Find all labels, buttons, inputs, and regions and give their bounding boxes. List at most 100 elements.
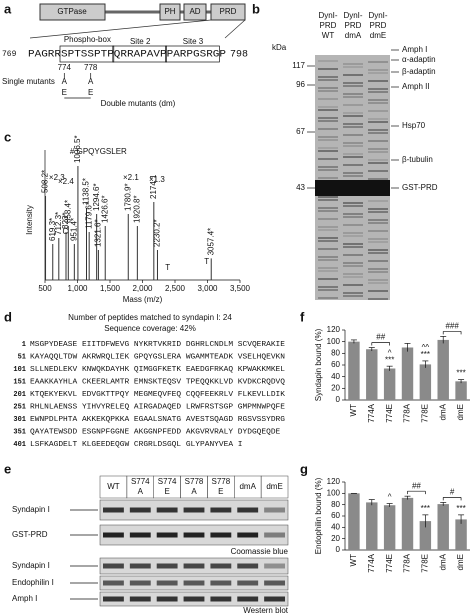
lane-header: A: [138, 487, 144, 496]
bar: [348, 341, 360, 400]
gel-band: [318, 286, 338, 288]
coverage-header: Number of peptides matched to syndapin I…: [68, 313, 232, 322]
x-tick-label: 774A: [367, 403, 376, 422]
y-tick-label: 0: [336, 395, 341, 404]
domain-label: PH: [164, 7, 175, 16]
gel-band: [343, 66, 363, 68]
gel-band: [318, 79, 338, 81]
blot-band: [237, 563, 259, 569]
coverage-header: Sequence coverage: 42%: [104, 324, 196, 333]
sequence-line: KAYAQQLTDW AKRWRQLIEK GPQYGSLERA WGAMMTE…: [30, 353, 285, 361]
blot-band: [103, 507, 124, 513]
gel-band: [343, 292, 363, 294]
gel-band: [318, 229, 338, 231]
gel-band: [318, 297, 338, 299]
sequence-line: MSGPYDEASE EIITDFWEVG NYKRTVKRID DGHRLCN…: [30, 341, 285, 349]
gel-band: [368, 69, 388, 71]
gel-band: [343, 134, 363, 136]
gel-band: [318, 60, 338, 62]
peak-label: 1920.8*: [132, 195, 141, 223]
gel-band: [343, 213, 363, 215]
bar: [455, 519, 467, 550]
lane-header: dmA: [239, 482, 256, 491]
x-tick-label: 1,000: [67, 284, 88, 293]
blot-band: [183, 507, 205, 513]
blot-band: [264, 596, 285, 602]
blot-band: [156, 563, 178, 569]
significance-mark: ***: [421, 504, 430, 513]
mutation: E: [88, 88, 93, 97]
gel-band: [318, 267, 338, 269]
gel-band: [318, 240, 338, 242]
bar: [401, 497, 414, 550]
gel-band: [343, 276, 363, 278]
y-tick-label: 40: [331, 372, 340, 381]
gel-band: [368, 200, 388, 202]
gel-band: [343, 246, 363, 248]
gel-band: [343, 156, 363, 158]
blot-band: [264, 507, 285, 513]
y-tick-label: 40: [331, 522, 340, 531]
blot-caption: Coomassie blue: [231, 547, 289, 556]
gel-band: [368, 151, 388, 153]
blot-row-label: Syndapin I: [12, 505, 50, 514]
spectrum-title: # GPQYGSLER: [70, 147, 127, 156]
domain-box: [183, 3, 207, 21]
blot-band: [210, 507, 232, 513]
gel-band: [318, 120, 338, 122]
sequence-line: QAYATEWSDD ESGNPFGGNE AKGGNPFEDD AKGVRVR…: [30, 428, 280, 436]
sequence-line: LSFKAGDELT KLGEEDEQGW CRGRLDSGQL GLYPANY…: [30, 441, 243, 449]
sequence-number: 251: [13, 403, 26, 411]
sequence-number: 351: [13, 428, 26, 436]
gel-band: [368, 208, 388, 210]
blot-band: [103, 580, 124, 586]
bar: [455, 381, 467, 400]
gel-band: [318, 270, 338, 272]
blot-band: [103, 563, 124, 569]
x-tick-label: 3,500: [230, 284, 251, 293]
significance-mark: ***: [456, 504, 465, 513]
gel-band: [315, 180, 390, 196]
domain-box: [39, 3, 106, 21]
blot-band: [129, 580, 151, 586]
marker-label: 96: [296, 80, 305, 89]
gel-band: [318, 169, 338, 171]
x-tick-label: 778E: [420, 404, 429, 423]
gel-band: [343, 295, 363, 297]
marker-label: 67: [296, 127, 305, 136]
peak-label: 1179.6*: [84, 202, 93, 229]
lane-header: E: [218, 487, 223, 496]
gel-band: [318, 210, 338, 212]
y-tick-label: 80: [331, 348, 340, 357]
gel-band: [368, 298, 388, 300]
blot-band: [264, 580, 285, 586]
blot-band: [183, 580, 205, 586]
gel-band: [318, 177, 338, 179]
blot-row-label: Amph I: [12, 594, 37, 603]
gel: [315, 55, 390, 300]
significance-mark: #: [450, 488, 455, 497]
gel-band: [368, 260, 388, 262]
domain-label: AD: [189, 7, 200, 16]
blot-row-label: Endophilin I: [12, 578, 54, 587]
gel-band: [368, 91, 388, 93]
site-label: Phospho-box: [64, 35, 111, 44]
y-tick-label: 60: [331, 360, 340, 369]
bar: [419, 364, 432, 400]
gel-band: [368, 290, 388, 292]
lane-header: PRD: [345, 21, 362, 30]
x-tick-label: dmA: [438, 553, 447, 570]
gel-band: [368, 140, 388, 142]
gel-band: [343, 265, 363, 267]
gel-band: [318, 136, 338, 138]
gel-band: [343, 235, 363, 237]
gel-band: [368, 162, 388, 164]
panel-letter: b: [252, 1, 260, 16]
blot-band: [237, 507, 259, 513]
bar: [401, 347, 414, 400]
gel-band: [318, 207, 338, 209]
x-tick-label: WT: [349, 554, 358, 567]
gel-band: [343, 96, 363, 98]
gel-band: [343, 112, 363, 114]
